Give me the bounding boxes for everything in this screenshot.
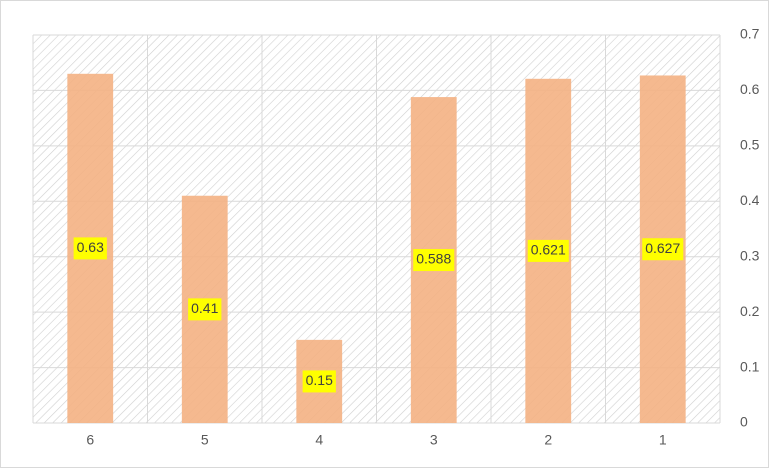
x-tick-label: 1 bbox=[659, 432, 667, 448]
y-tick-label: 0.1 bbox=[740, 358, 760, 374]
y-tick-label: 0.5 bbox=[740, 137, 760, 153]
y-tick-label: 0.4 bbox=[740, 192, 760, 208]
x-tick-label: 3 bbox=[430, 432, 438, 448]
value-label: 0.621 bbox=[531, 242, 566, 258]
y-tick-label: 0.3 bbox=[740, 247, 760, 263]
value-label: 0.15 bbox=[306, 372, 333, 388]
x-tick-label: 2 bbox=[544, 432, 552, 448]
value-label: 0.41 bbox=[191, 300, 218, 316]
y-tick-label: 0 bbox=[740, 414, 748, 430]
value-label: 0.588 bbox=[416, 251, 451, 267]
x-tick-label: 6 bbox=[86, 432, 94, 448]
chart: 0 0.1 0.2 0.3 0.4 0.5 0.6 0.7 6 5 4 3 2 1 0.63 0.41 0.15… bbox=[0, 0, 769, 468]
y-tick-label: 0.6 bbox=[740, 81, 760, 97]
y-tick-label: 0.2 bbox=[740, 303, 760, 319]
value-label: 0.63 bbox=[77, 239, 104, 255]
x-tick-label: 5 bbox=[201, 432, 209, 448]
y-tick-label: 0.7 bbox=[740, 26, 760, 42]
value-label: 0.627 bbox=[645, 240, 680, 256]
x-tick-label: 4 bbox=[315, 432, 323, 448]
